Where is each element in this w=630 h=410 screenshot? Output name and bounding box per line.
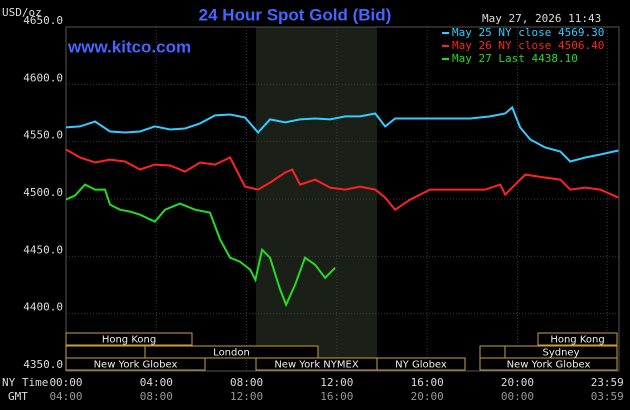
session-label: Hong Kong xyxy=(550,335,604,346)
session-box xyxy=(65,345,146,359)
gmt-tick-label: 16:00 xyxy=(320,390,353,403)
session-label: Sydney xyxy=(542,348,579,359)
gmt-tick-label: 12:00 xyxy=(230,390,263,403)
session-box xyxy=(144,345,319,359)
y-tick-label: 4550.0 xyxy=(23,129,63,142)
series-line xyxy=(65,148,619,212)
series-line xyxy=(65,183,336,308)
x-tick-label: 00:00 xyxy=(49,376,82,389)
session-label: London xyxy=(213,348,250,359)
site-url: www.kitco.com xyxy=(67,37,191,56)
x-tick-label: 12:00 xyxy=(320,376,353,389)
session-label: New York NYMEX xyxy=(274,360,359,371)
x-row-label: GMT xyxy=(8,390,28,403)
session-box xyxy=(537,332,618,346)
x-tick-label: 23:59 xyxy=(591,376,624,389)
gmt-tick-label: 03:59 xyxy=(591,390,624,403)
timestamp: May 27, 2026 11:43 xyxy=(482,12,601,25)
y-tick-label: 4600.0 xyxy=(23,71,63,84)
gmt-tick-label: 08:00 xyxy=(140,390,173,403)
legend-label: May 27 Last 4438.10 xyxy=(452,52,578,65)
x-tick-label: 20:00 xyxy=(501,376,534,389)
x-tick-label: 16:00 xyxy=(411,376,444,389)
gmt-tick-label: 04:00 xyxy=(49,390,82,403)
y-tick-label: 4500.0 xyxy=(23,186,63,199)
session-box xyxy=(479,345,506,359)
nymex-shade xyxy=(256,27,377,371)
legend-label: May 25 NY close 4569.30 xyxy=(452,26,604,39)
session-box xyxy=(65,332,193,346)
session-label: NY Globex xyxy=(395,360,447,371)
x-tick-label: 04:00 xyxy=(140,376,173,389)
session-box xyxy=(479,357,618,371)
session-label: New York Globex xyxy=(507,360,591,371)
y-tick-label: 4450.0 xyxy=(23,243,63,256)
gmt-tick-label: 20:00 xyxy=(411,390,444,403)
x-row-label: NY Time xyxy=(2,376,48,389)
series-line xyxy=(65,105,619,163)
session-box xyxy=(376,357,466,371)
session-box xyxy=(65,357,206,371)
y-tick-label: 4350.0 xyxy=(23,358,63,371)
legend-label: May 26 NY close 4506.40 xyxy=(452,39,604,52)
session-label: Hong Kong xyxy=(102,335,156,346)
x-tick-label: 08:00 xyxy=(230,376,263,389)
y-tick-label: 4650.0 xyxy=(23,14,63,27)
y-label: USD/oz xyxy=(2,6,42,19)
session-label: New York Globex xyxy=(94,360,178,371)
y-tick-label: 4400.0 xyxy=(23,301,63,314)
gmt-tick-label: 00:00 xyxy=(501,390,534,403)
chart-title: 24 Hour Spot Gold (Bid) xyxy=(199,5,392,24)
